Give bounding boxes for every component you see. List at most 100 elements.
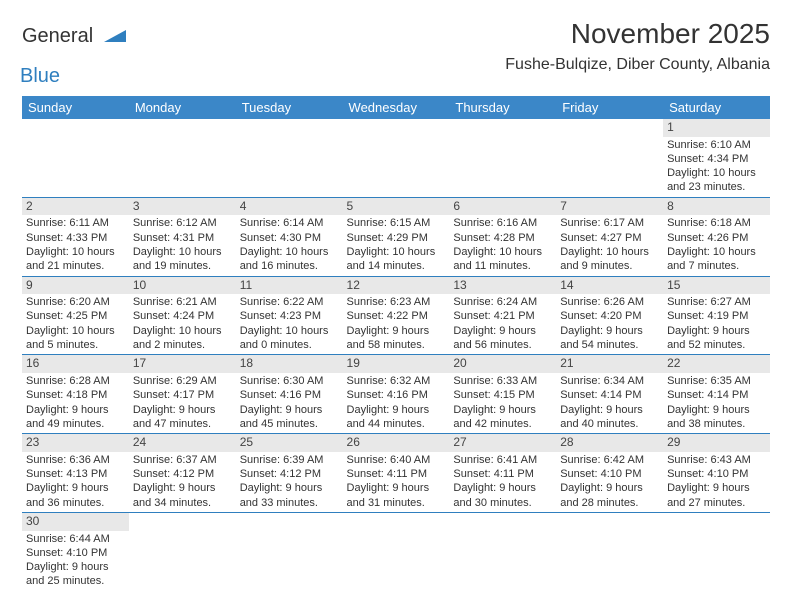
day-daylight1: Daylight: 9 hours xyxy=(240,481,339,495)
day-details: Sunrise: 6:26 AMSunset: 4:20 PMDaylight:… xyxy=(556,294,663,354)
calendar-empty xyxy=(556,119,663,197)
calendar-day: 8Sunrise: 6:18 AMSunset: 4:26 PMDaylight… xyxy=(663,197,770,276)
day-details: Sunrise: 6:32 AMSunset: 4:16 PMDaylight:… xyxy=(343,373,450,433)
calendar-week: 1Sunrise: 6:10 AMSunset: 4:34 PMDaylight… xyxy=(22,119,770,197)
day-number: 8 xyxy=(663,198,770,216)
calendar-day: 29Sunrise: 6:43 AMSunset: 4:10 PMDayligh… xyxy=(663,434,770,513)
day-details: Sunrise: 6:40 AMSunset: 4:11 PMDaylight:… xyxy=(343,452,450,512)
day-daylight2: and 44 minutes. xyxy=(347,417,446,431)
day-sunrise: Sunrise: 6:29 AM xyxy=(133,374,232,388)
calendar-day: 19Sunrise: 6:32 AMSunset: 4:16 PMDayligh… xyxy=(343,355,450,434)
day-sunrise: Sunrise: 6:23 AM xyxy=(347,295,446,309)
day-header: Monday xyxy=(129,96,236,119)
calendar-week: 9Sunrise: 6:20 AMSunset: 4:25 PMDaylight… xyxy=(22,276,770,355)
day-sunset: Sunset: 4:26 PM xyxy=(667,231,766,245)
day-daylight1: Daylight: 9 hours xyxy=(26,560,125,574)
day-sunset: Sunset: 4:18 PM xyxy=(26,388,125,402)
title-block: November 2025 Fushe-Bulqize, Diber Count… xyxy=(505,18,770,74)
day-number: 19 xyxy=(343,355,450,373)
day-sunrise: Sunrise: 6:39 AM xyxy=(240,453,339,467)
calendar-empty xyxy=(556,512,663,590)
day-sunset: Sunset: 4:23 PM xyxy=(240,309,339,323)
calendar-day: 20Sunrise: 6:33 AMSunset: 4:15 PMDayligh… xyxy=(449,355,556,434)
day-details: Sunrise: 6:35 AMSunset: 4:14 PMDaylight:… xyxy=(663,373,770,433)
day-daylight1: Daylight: 9 hours xyxy=(347,403,446,417)
day-sunrise: Sunrise: 6:22 AM xyxy=(240,295,339,309)
day-sunset: Sunset: 4:27 PM xyxy=(560,231,659,245)
day-sunrise: Sunrise: 6:35 AM xyxy=(667,374,766,388)
day-sunrise: Sunrise: 6:16 AM xyxy=(453,216,552,230)
calendar-day: 11Sunrise: 6:22 AMSunset: 4:23 PMDayligh… xyxy=(236,276,343,355)
calendar-day: 18Sunrise: 6:30 AMSunset: 4:16 PMDayligh… xyxy=(236,355,343,434)
day-details: Sunrise: 6:16 AMSunset: 4:28 PMDaylight:… xyxy=(449,215,556,275)
day-daylight1: Daylight: 9 hours xyxy=(347,324,446,338)
day-daylight1: Daylight: 10 hours xyxy=(560,245,659,259)
day-sunrise: Sunrise: 6:14 AM xyxy=(240,216,339,230)
day-daylight1: Daylight: 9 hours xyxy=(347,481,446,495)
day-daylight1: Daylight: 9 hours xyxy=(26,481,125,495)
day-daylight2: and 14 minutes. xyxy=(347,259,446,273)
day-daylight2: and 7 minutes. xyxy=(667,259,766,273)
day-sunrise: Sunrise: 6:12 AM xyxy=(133,216,232,230)
day-daylight1: Daylight: 9 hours xyxy=(453,324,552,338)
day-number: 29 xyxy=(663,434,770,452)
calendar-day: 24Sunrise: 6:37 AMSunset: 4:12 PMDayligh… xyxy=(129,434,236,513)
day-daylight1: Daylight: 9 hours xyxy=(453,481,552,495)
day-sunrise: Sunrise: 6:24 AM xyxy=(453,295,552,309)
day-daylight1: Daylight: 10 hours xyxy=(453,245,552,259)
day-sunset: Sunset: 4:28 PM xyxy=(453,231,552,245)
day-number: 4 xyxy=(236,198,343,216)
day-daylight2: and 21 minutes. xyxy=(26,259,125,273)
day-details: Sunrise: 6:20 AMSunset: 4:25 PMDaylight:… xyxy=(22,294,129,354)
day-sunrise: Sunrise: 6:36 AM xyxy=(26,453,125,467)
day-daylight2: and 34 minutes. xyxy=(133,496,232,510)
day-daylight2: and 58 minutes. xyxy=(347,338,446,352)
day-details: Sunrise: 6:15 AMSunset: 4:29 PMDaylight:… xyxy=(343,215,450,275)
calendar-empty xyxy=(343,119,450,197)
location: Fushe-Bulqize, Diber County, Albania xyxy=(505,56,770,74)
calendar-empty xyxy=(449,119,556,197)
day-sunrise: Sunrise: 6:10 AM xyxy=(667,138,766,152)
day-sunrise: Sunrise: 6:30 AM xyxy=(240,374,339,388)
day-number: 12 xyxy=(343,277,450,295)
calendar-day: 2Sunrise: 6:11 AMSunset: 4:33 PMDaylight… xyxy=(22,197,129,276)
day-sunset: Sunset: 4:10 PM xyxy=(560,467,659,481)
header: General Blue November 2025 Fushe-Bulqize… xyxy=(22,18,770,88)
day-sunrise: Sunrise: 6:44 AM xyxy=(26,532,125,546)
day-details: Sunrise: 6:12 AMSunset: 4:31 PMDaylight:… xyxy=(129,215,236,275)
day-daylight1: Daylight: 10 hours xyxy=(133,245,232,259)
day-details: Sunrise: 6:42 AMSunset: 4:10 PMDaylight:… xyxy=(556,452,663,512)
calendar-empty xyxy=(129,119,236,197)
calendar-day: 16Sunrise: 6:28 AMSunset: 4:18 PMDayligh… xyxy=(22,355,129,434)
day-daylight1: Daylight: 9 hours xyxy=(133,481,232,495)
day-daylight1: Daylight: 10 hours xyxy=(240,245,339,259)
day-number: 21 xyxy=(556,355,663,373)
day-number: 23 xyxy=(22,434,129,452)
day-daylight2: and 47 minutes. xyxy=(133,417,232,431)
calendar-day: 10Sunrise: 6:21 AMSunset: 4:24 PMDayligh… xyxy=(129,276,236,355)
day-daylight1: Daylight: 9 hours xyxy=(667,403,766,417)
day-sunrise: Sunrise: 6:32 AM xyxy=(347,374,446,388)
calendar-empty xyxy=(663,512,770,590)
month-title: November 2025 xyxy=(505,18,770,50)
day-daylight2: and 23 minutes. xyxy=(667,180,766,194)
day-daylight2: and 11 minutes. xyxy=(453,259,552,273)
day-details: Sunrise: 6:24 AMSunset: 4:21 PMDaylight:… xyxy=(449,294,556,354)
day-details: Sunrise: 6:29 AMSunset: 4:17 PMDaylight:… xyxy=(129,373,236,433)
day-sunset: Sunset: 4:34 PM xyxy=(667,152,766,166)
day-daylight2: and 54 minutes. xyxy=(560,338,659,352)
day-number: 5 xyxy=(343,198,450,216)
day-details: Sunrise: 6:37 AMSunset: 4:12 PMDaylight:… xyxy=(129,452,236,512)
day-daylight2: and 9 minutes. xyxy=(560,259,659,273)
calendar-day: 28Sunrise: 6:42 AMSunset: 4:10 PMDayligh… xyxy=(556,434,663,513)
day-sunset: Sunset: 4:10 PM xyxy=(667,467,766,481)
day-daylight2: and 25 minutes. xyxy=(26,574,125,588)
day-number: 20 xyxy=(449,355,556,373)
day-sunset: Sunset: 4:20 PM xyxy=(560,309,659,323)
calendar-day: 25Sunrise: 6:39 AMSunset: 4:12 PMDayligh… xyxy=(236,434,343,513)
day-details: Sunrise: 6:17 AMSunset: 4:27 PMDaylight:… xyxy=(556,215,663,275)
day-number: 25 xyxy=(236,434,343,452)
day-details: Sunrise: 6:30 AMSunset: 4:16 PMDaylight:… xyxy=(236,373,343,433)
day-number: 22 xyxy=(663,355,770,373)
day-sunrise: Sunrise: 6:21 AM xyxy=(133,295,232,309)
